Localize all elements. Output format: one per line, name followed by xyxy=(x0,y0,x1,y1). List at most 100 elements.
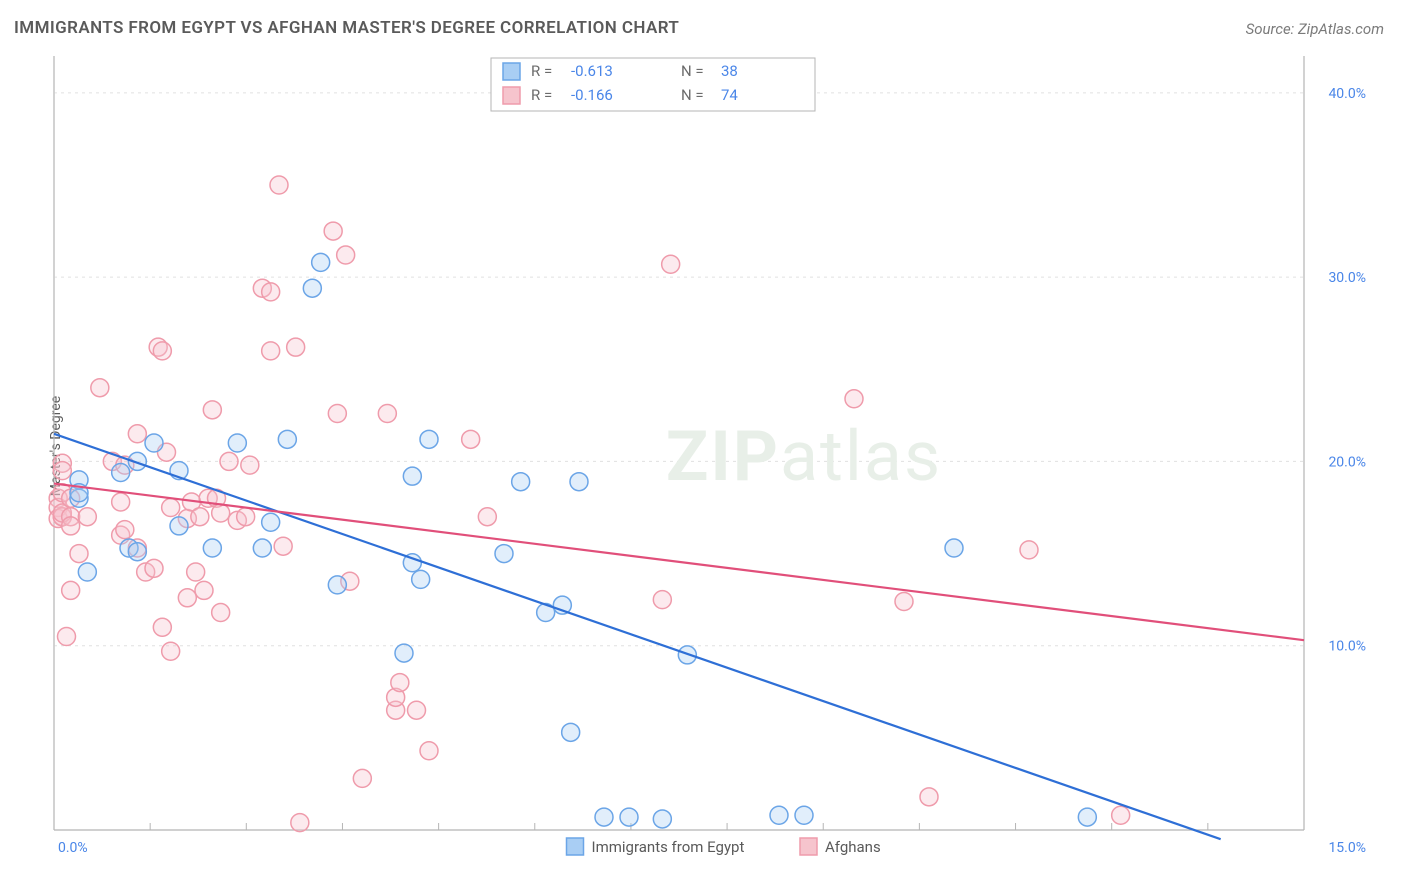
data-point xyxy=(237,508,255,526)
svg-text:N =: N = xyxy=(681,86,704,104)
data-point xyxy=(262,513,280,531)
data-point xyxy=(562,723,580,741)
data-point xyxy=(62,517,80,535)
data-point xyxy=(353,769,371,787)
data-point xyxy=(178,589,196,607)
data-point xyxy=(291,814,309,832)
data-point xyxy=(220,452,238,470)
data-point xyxy=(408,701,426,719)
data-point xyxy=(145,434,163,452)
data-point xyxy=(253,539,271,557)
trend-line xyxy=(54,484,1304,641)
data-point xyxy=(1020,541,1038,559)
data-point xyxy=(945,539,963,557)
data-point xyxy=(212,504,230,522)
data-point xyxy=(395,644,413,662)
data-point xyxy=(274,537,292,555)
data-point xyxy=(595,808,613,826)
svg-text:R =: R = xyxy=(531,86,552,104)
data-point xyxy=(478,508,496,526)
data-point xyxy=(262,283,280,301)
data-point xyxy=(845,390,863,408)
data-point xyxy=(162,642,180,660)
svg-text:20.0%: 20.0% xyxy=(1328,454,1366,470)
legend-swatch xyxy=(503,87,520,104)
svg-text:-0.613: -0.613 xyxy=(571,62,613,80)
source-label: Source: ZipAtlas.com xyxy=(1246,20,1384,38)
data-point xyxy=(228,434,246,452)
data-point xyxy=(78,563,96,581)
data-point xyxy=(337,246,355,264)
data-point xyxy=(324,222,342,240)
data-point xyxy=(212,604,230,622)
legend-swatch xyxy=(503,63,520,80)
svg-text:40.0%: 40.0% xyxy=(1328,86,1366,102)
data-point xyxy=(195,581,213,599)
svg-text:30.0%: 30.0% xyxy=(1328,270,1366,286)
data-point xyxy=(187,563,205,581)
svg-text:0.0%: 0.0% xyxy=(58,840,88,856)
data-point xyxy=(328,405,346,423)
data-point xyxy=(203,539,221,557)
data-point xyxy=(462,430,480,448)
svg-text:10.0%: 10.0% xyxy=(1328,639,1366,655)
series-swatch xyxy=(567,838,584,855)
data-point xyxy=(512,473,530,491)
data-point xyxy=(420,430,438,448)
svg-text:-0.166: -0.166 xyxy=(571,86,613,104)
data-point xyxy=(162,499,180,517)
data-point xyxy=(770,806,788,824)
data-point xyxy=(78,508,96,526)
data-point xyxy=(420,742,438,760)
svg-text:N =: N = xyxy=(681,62,704,80)
series-swatch xyxy=(800,838,817,855)
svg-text:38: 38 xyxy=(721,62,738,80)
data-point xyxy=(128,543,146,561)
data-point xyxy=(391,674,409,692)
data-point xyxy=(262,342,280,360)
data-point xyxy=(112,463,130,481)
data-point xyxy=(270,176,288,194)
data-point xyxy=(403,467,421,485)
data-point xyxy=(303,279,321,297)
data-point xyxy=(1078,808,1096,826)
data-point xyxy=(312,253,330,271)
svg-text:ZIPatlas: ZIPatlas xyxy=(666,416,942,498)
data-point xyxy=(70,545,88,563)
data-point xyxy=(58,628,76,646)
data-point xyxy=(795,806,813,824)
data-point xyxy=(412,570,430,588)
data-point xyxy=(145,559,163,577)
data-point xyxy=(128,425,146,443)
data-point xyxy=(203,401,221,419)
data-point xyxy=(153,342,171,360)
data-point xyxy=(170,517,188,535)
data-point xyxy=(53,462,71,480)
svg-text:74: 74 xyxy=(721,86,738,104)
series-label: Afghans xyxy=(825,838,881,856)
data-point xyxy=(153,618,171,636)
data-point xyxy=(653,810,671,828)
data-point xyxy=(116,521,134,539)
data-point xyxy=(378,405,396,423)
data-point xyxy=(287,338,305,356)
data-point xyxy=(495,545,513,563)
trend-line xyxy=(54,434,1221,839)
data-point xyxy=(278,430,296,448)
data-point xyxy=(653,591,671,609)
data-point xyxy=(62,581,80,599)
svg-text:15.0%: 15.0% xyxy=(1328,840,1366,856)
series-label: Immigrants from Egypt xyxy=(592,838,745,856)
svg-text:R =: R = xyxy=(531,62,552,80)
data-point xyxy=(920,788,938,806)
data-point xyxy=(191,508,209,526)
data-point xyxy=(620,808,638,826)
data-point xyxy=(570,473,588,491)
data-point xyxy=(91,379,109,397)
data-point xyxy=(328,576,346,594)
data-point xyxy=(662,255,680,273)
scatter-plot: 10.0% 20.0% 30.0% 40.0% 0.0% 15.0% ZIPatlas R =… xyxy=(46,52,1396,862)
data-point xyxy=(241,456,259,474)
data-point xyxy=(1112,806,1130,824)
data-point xyxy=(895,592,913,610)
